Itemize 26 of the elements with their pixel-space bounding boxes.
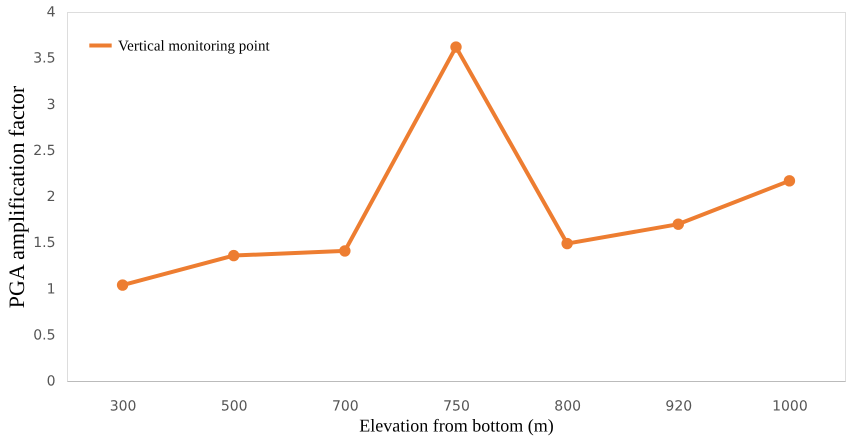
y-tick-label: 1: [46, 281, 56, 298]
y-tick-label: 0: [46, 374, 56, 390]
x-tick-label: 700: [332, 398, 359, 414]
y-tick-label: 2: [46, 189, 56, 205]
y-tick-label: 1.5: [33, 235, 56, 252]
x-tick-label: 800: [554, 398, 582, 414]
legend-label: Vertical monitoring point: [118, 38, 270, 54]
point: [561, 238, 573, 250]
x-tick-label: 300: [110, 398, 136, 414]
y-axis-title: PGA amplification factor: [4, 85, 30, 308]
point: [784, 175, 796, 187]
y-tick-label: 0.5: [33, 327, 56, 344]
y-tick-label: 4: [46, 4, 56, 20]
x-tick-label: 920: [665, 398, 692, 414]
x-axis-title: Elevation from bottom (m): [359, 416, 554, 436]
y-tick-label: 3.5: [33, 50, 56, 67]
x-tick-label: 750: [443, 398, 470, 414]
point: [228, 250, 240, 262]
point: [339, 245, 351, 257]
point: [672, 218, 684, 230]
y-tick-label: 3: [46, 96, 56, 113]
x-tick-label: 1000: [772, 398, 808, 414]
x-tick-label: 500: [220, 398, 248, 414]
point: [450, 41, 462, 53]
y-tick-label: 2.5: [33, 142, 56, 159]
point: [116, 279, 128, 291]
